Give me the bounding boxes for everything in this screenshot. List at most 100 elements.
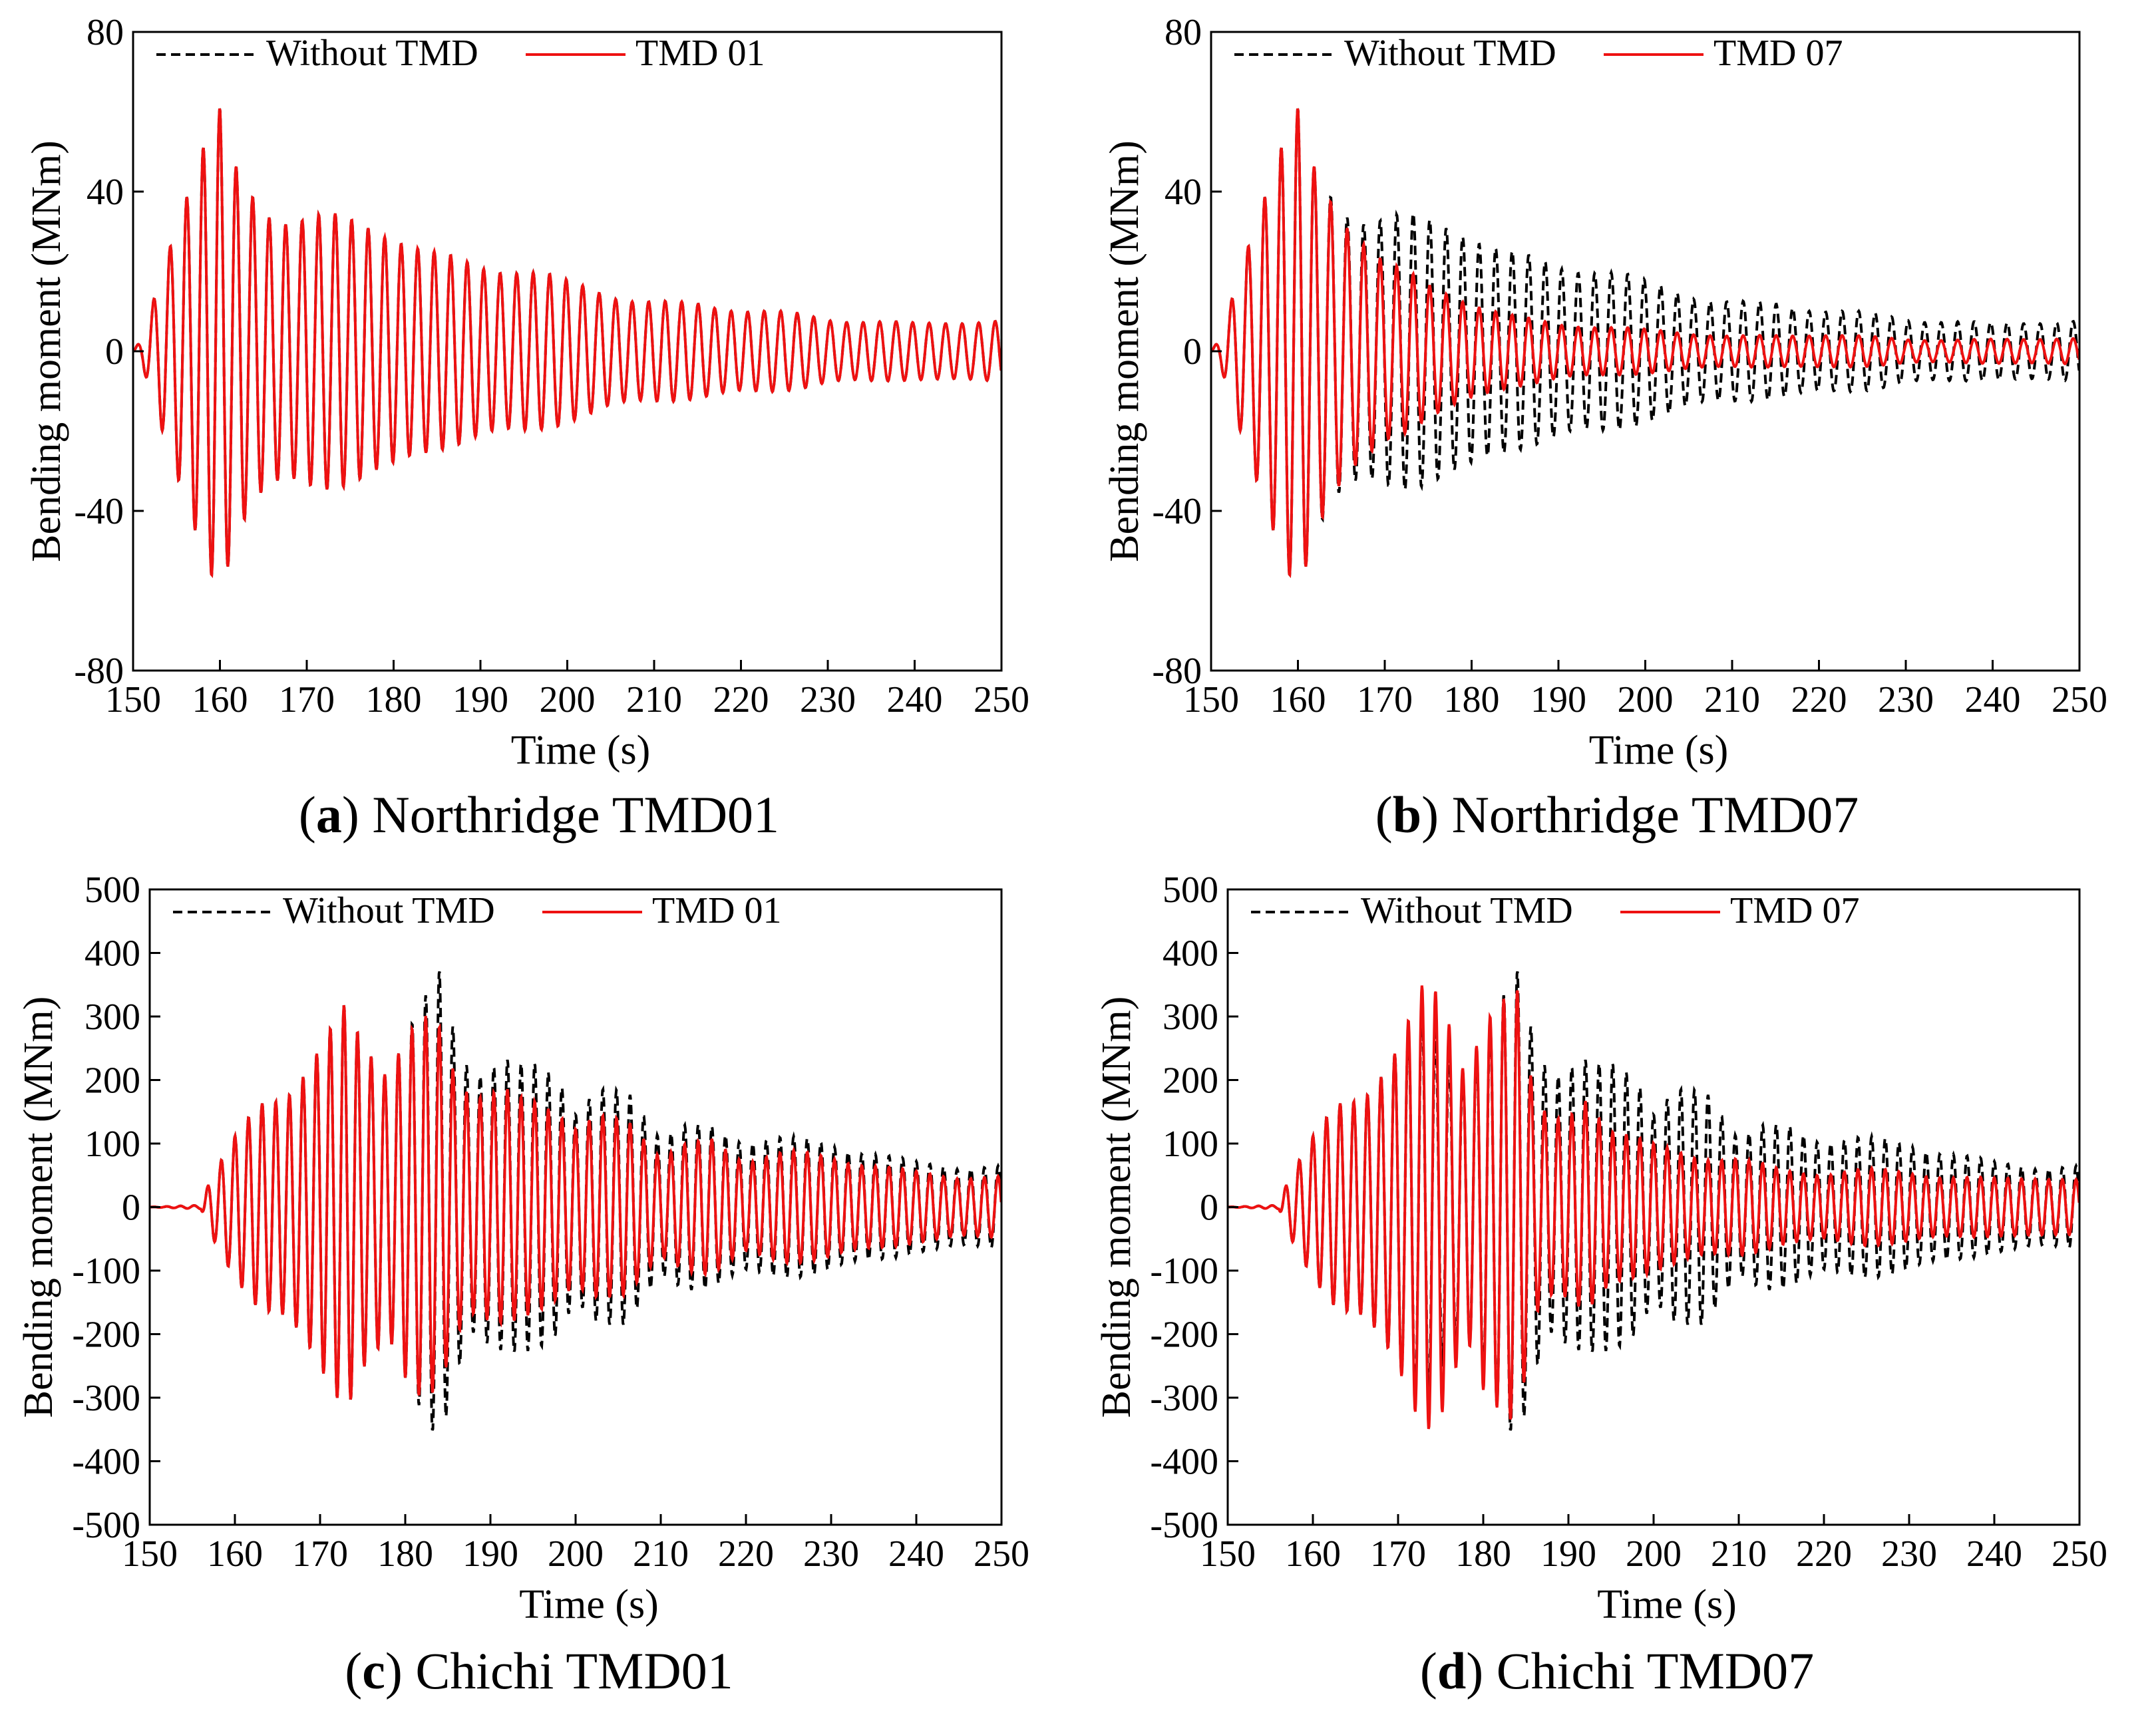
y-tick-label: -400 <box>1150 1442 1218 1483</box>
x-axis-label: Time (s) <box>1597 1582 1737 1627</box>
chart-panel-b: 150 160 170 180 190 200 210 220 230 240 250 -80 -40 0… <box>1078 0 2156 856</box>
y-tick-label: 0 <box>1200 1187 1218 1229</box>
x-tick-label: 170 <box>279 679 335 720</box>
x-tick-label: 160 <box>192 679 248 720</box>
y-tick-label: 200 <box>85 1060 140 1102</box>
y-tick-label: 200 <box>1163 1060 1218 1102</box>
x-tick-label: 180 <box>1455 1533 1511 1575</box>
plot-frame <box>148 888 1003 1526</box>
legend-label-without-tmd: Without TMD <box>266 33 478 74</box>
x-tick-label: 170 <box>1357 679 1413 720</box>
chart-b: 150 160 170 180 190 200 210 220 230 240 250 -80 -40 0… <box>1102 12 2107 773</box>
y-tick-label: -100 <box>1150 1251 1218 1292</box>
x-tick-label: 170 <box>1370 1533 1426 1575</box>
legend-label-tmd: TMD 07 <box>1730 890 1859 931</box>
x-tick-label: 220 <box>1791 679 1847 720</box>
x-tick-label: 170 <box>292 1533 348 1575</box>
x-tick-label: 210 <box>1704 679 1760 720</box>
y-tick-label: 80 <box>1165 12 1202 53</box>
plot-frame <box>132 31 1003 672</box>
x-tick-label: 160 <box>1285 1533 1341 1575</box>
chart-panel-a: 150 160 170 180 190 200 210 220 230 240 250 -80 -40 0… <box>0 0 1078 856</box>
y-tick-label: 300 <box>85 997 140 1038</box>
chart-panel-d: 150 160 170 180 190 200 210 220 230 240 250 -500 -40… <box>1078 856 2156 1712</box>
x-tick-label: 180 <box>377 1533 433 1575</box>
x-tick-label: 160 <box>1270 679 1326 720</box>
y-tick-label: 0 <box>1183 331 1202 373</box>
x-tick-label: 220 <box>713 679 769 720</box>
plot-frame <box>1210 31 2081 672</box>
chart-d: 150 160 170 180 190 200 210 220 230 240 250 -500 -40… <box>1094 869 2107 1627</box>
y-axis-label: Bending moment (MNm) <box>1102 140 1147 562</box>
x-tick-label: 230 <box>1878 679 1934 720</box>
y-tick-label: 0 <box>122 1187 140 1229</box>
y-tick-label: 100 <box>1163 1124 1218 1165</box>
x-tick-label: 230 <box>800 679 856 720</box>
x-tick-label: 210 <box>633 1533 689 1575</box>
x-axis-label: Time (s) <box>511 728 651 773</box>
x-tick-label: 230 <box>803 1533 859 1575</box>
x-tick-label: 190 <box>462 1533 518 1575</box>
x-tick-label: 200 <box>540 679 596 720</box>
x-tick-label: 250 <box>2052 1533 2107 1575</box>
x-tick-label: 250 <box>2052 679 2107 720</box>
series-line-tmd <box>1211 108 2079 578</box>
series-line-without-tmd <box>133 108 1001 578</box>
series-line-tmd <box>1228 985 2079 1430</box>
y-tick-label: 0 <box>105 331 124 373</box>
caption-d: (d) Chichi TMD07 <box>1419 1642 1815 1700</box>
legend-label-without-tmd: Without TMD <box>1344 33 1556 74</box>
y-tick-label: -300 <box>1150 1378 1218 1419</box>
x-tick-label: 250 <box>974 679 1029 720</box>
y-tick-label: -200 <box>72 1315 140 1356</box>
chart-c: 150 160 170 180 190 200 210 220 230 240 250 -500 -40… <box>16 869 1029 1627</box>
x-tick-label: 150 <box>1200 1533 1256 1575</box>
x-tick-label: 200 <box>1618 679 1674 720</box>
y-tick-label: 400 <box>1163 933 1218 975</box>
x-tick-label: 220 <box>718 1533 774 1575</box>
x-tick-label: 200 <box>1626 1533 1682 1575</box>
x-tick-label: 240 <box>1966 1533 2022 1575</box>
y-tick-label: -200 <box>1150 1315 1218 1356</box>
y-tick-label: 100 <box>85 1124 140 1165</box>
x-tick-label: 180 <box>366 679 422 720</box>
x-tick-label: 210 <box>1711 1533 1767 1575</box>
legend-label-tmd: TMD 01 <box>635 33 765 74</box>
x-tick-label: 160 <box>207 1533 263 1575</box>
caption-a: (a) Northridge TMD01 <box>298 786 780 844</box>
x-tick-label: 150 <box>1183 679 1239 720</box>
x-tick-label: 240 <box>887 679 943 720</box>
y-tick-label: -500 <box>72 1505 140 1546</box>
caption-b: (b) Northridge TMD07 <box>1375 786 1859 844</box>
x-tick-label: 180 <box>1444 679 1500 720</box>
x-tick-label: 150 <box>122 1533 178 1575</box>
chart-panel-c: 150 160 170 180 190 200 210 220 230 240 250 -500 -40… <box>0 856 1078 1712</box>
x-tick-label: 240 <box>888 1533 944 1575</box>
y-tick-label: 300 <box>1163 997 1218 1038</box>
x-tick-label: 190 <box>452 679 508 720</box>
legend-label-tmd: TMD 01 <box>652 890 781 931</box>
x-tick-label: 240 <box>1965 679 2021 720</box>
y-tick-label: 40 <box>87 172 124 213</box>
y-tick-label: 80 <box>87 12 124 53</box>
caption-c: (c) Chichi TMD01 <box>345 1642 733 1700</box>
y-tick-label: -80 <box>1152 651 1202 692</box>
y-tick-label: -80 <box>74 651 124 692</box>
legend-label-without-tmd: Without TMD <box>1361 890 1573 931</box>
y-tick-label: 40 <box>1165 172 1202 213</box>
chart-a: 150 160 170 180 190 200 210 220 230 240 250 -80 -40 0… <box>24 12 1029 773</box>
x-tick-label: 150 <box>105 679 161 720</box>
x-tick-label: 230 <box>1881 1533 1937 1575</box>
y-tick-label: -500 <box>1150 1505 1218 1546</box>
series-line-without-tmd <box>1211 108 2079 578</box>
x-tick-label: 200 <box>548 1533 604 1575</box>
y-axis-label: Bending moment (MNm) <box>24 140 69 562</box>
y-tick-label: 400 <box>85 933 140 975</box>
x-tick-label: 220 <box>1796 1533 1852 1575</box>
x-axis-label: Time (s) <box>519 1582 659 1627</box>
y-tick-label: 500 <box>85 869 140 911</box>
x-axis-label: Time (s) <box>1589 728 1729 773</box>
series-line-tmd <box>133 108 1001 578</box>
plot-frame <box>1226 888 2081 1526</box>
x-tick-label: 190 <box>1530 679 1586 720</box>
